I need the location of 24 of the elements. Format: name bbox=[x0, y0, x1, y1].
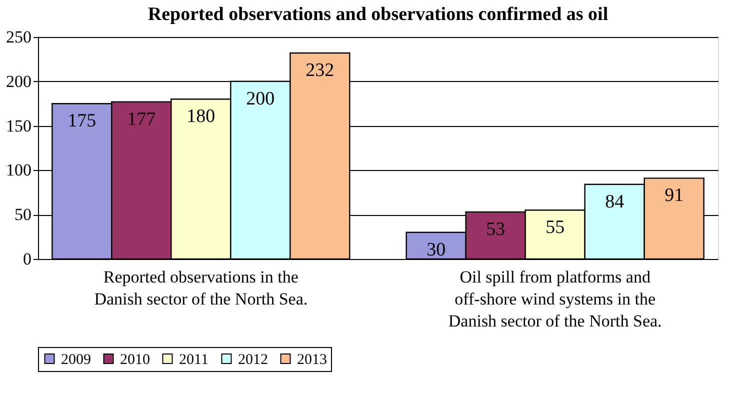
legend-label: 2011 bbox=[179, 352, 208, 368]
data-label: 55 bbox=[546, 217, 565, 238]
data-label: 91 bbox=[664, 185, 684, 206]
legend-label: 2013 bbox=[297, 352, 327, 368]
data-label: 84 bbox=[605, 191, 625, 212]
y-tick-label: 100 bbox=[6, 160, 32, 180]
legend-label: 2012 bbox=[238, 352, 268, 368]
x-tick-label: Oil spill from platforms and off-shore wind systems in the Danish sector of the North Sea. bbox=[448, 268, 662, 330]
data-label: 30 bbox=[426, 239, 446, 260]
y-tick-label: 150 bbox=[6, 116, 32, 136]
data-label: 177 bbox=[127, 108, 156, 130]
data-label: 232 bbox=[306, 60, 334, 81]
x-tick-label: Reported observations in the Danish sector of the North Sea. bbox=[94, 268, 308, 308]
data-label: 175 bbox=[68, 110, 96, 132]
y-tick-label: 50 bbox=[14, 205, 32, 224]
legend-label: 2009 bbox=[61, 352, 91, 368]
data-label: 200 bbox=[246, 88, 275, 110]
legend-label: 2010 bbox=[120, 352, 150, 368]
y-tick-label: 250 bbox=[6, 28, 32, 46]
y-tick-label: 200 bbox=[6, 72, 32, 91]
data-label: 180 bbox=[186, 106, 216, 128]
chart-title: Reported observations and observations confirmed as oil bbox=[148, 4, 608, 25]
y-tick-label: 0 bbox=[23, 250, 32, 268]
data-label: 53 bbox=[486, 218, 506, 240]
